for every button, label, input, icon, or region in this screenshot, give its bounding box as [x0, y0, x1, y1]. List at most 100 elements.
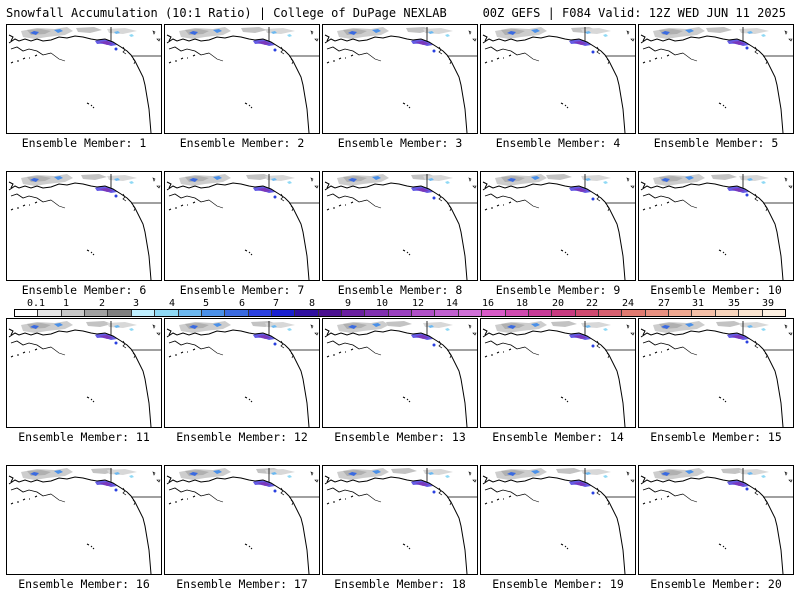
member-caption: Ensemble Member: 20 — [650, 577, 782, 591]
colorbar-cell — [108, 310, 132, 316]
member-map — [638, 318, 794, 428]
colorbar-tick-label: 0.1 — [26, 298, 46, 309]
colorbar-cell — [458, 310, 483, 316]
member-caption: Ensemble Member: 7 — [179, 283, 305, 297]
colorbar-cell — [38, 310, 62, 316]
colorbar-cell — [412, 310, 436, 316]
member-caption: Ensemble Member: 1 — [21, 136, 147, 150]
member-map — [480, 318, 636, 428]
run-valid-time: 00Z GEFS | F084 Valid: 12Z WED JUN 11 20… — [482, 6, 786, 20]
member-caption: Ensemble Member: 3 — [337, 136, 463, 150]
colorbar-cell — [739, 310, 763, 316]
colorbar-cell — [131, 310, 156, 316]
colorbar-tick-label: 4 — [168, 298, 176, 309]
colorbar-tick-label: 14 — [445, 298, 459, 309]
member-caption: Ensemble Member: 16 — [18, 577, 150, 591]
colorbar-tick-label: 1 — [62, 298, 70, 309]
colorbar-cell — [645, 310, 670, 316]
colorbar-tick-label: 2 — [98, 298, 106, 309]
colorbar-cell — [435, 310, 459, 316]
member-caption: Ensemble Member: 6 — [21, 283, 147, 297]
colorbar-cell — [201, 310, 226, 316]
colorbar-cell — [365, 310, 389, 316]
colorbar-tick-label: 3 — [132, 298, 140, 309]
member-caption: Ensemble Member: 18 — [334, 577, 466, 591]
member-map — [322, 318, 478, 428]
member-caption: Ensemble Member: 2 — [179, 136, 305, 150]
colorbar-cell — [178, 310, 202, 316]
colorbar-cell — [575, 310, 599, 316]
colorbar-tick-label: 22 — [585, 298, 599, 309]
colorbar-cell — [342, 310, 366, 316]
member-caption: Ensemble Member: 5 — [653, 136, 779, 150]
colorbar-tick-label: 10 — [375, 298, 389, 309]
member-map — [164, 318, 320, 428]
colorbar-cell — [61, 310, 86, 316]
member-map — [6, 465, 162, 575]
colorbar-cell — [225, 310, 249, 316]
colorbar-cell — [388, 310, 413, 316]
member-map — [6, 24, 162, 134]
colorbar-cell — [552, 310, 576, 316]
colorbar-tick-label: 27 — [657, 298, 671, 309]
member-caption: Ensemble Member: 13 — [334, 430, 466, 444]
colorbar-tick-label: 39 — [761, 298, 775, 309]
member-map — [322, 171, 478, 281]
member-map — [6, 171, 162, 281]
member-map — [480, 465, 636, 575]
colorbar-tick-label: 31 — [691, 298, 705, 309]
member-caption: Ensemble Member: 10 — [650, 283, 782, 297]
member-map — [480, 171, 636, 281]
colorbar-tick-label: 12 — [411, 298, 425, 309]
member-caption: Ensemble Member: 8 — [337, 283, 463, 297]
colorbar: 0.1 1 2 3 4 5 6 7 8 9 10 12 14 16 18 20 22 24 27 31 35 39 — [14, 298, 786, 320]
colorbar-cell — [85, 310, 109, 316]
member-map — [164, 465, 320, 575]
member-caption: Ensemble Member: 15 — [650, 430, 782, 444]
member-caption: Ensemble Member: 17 — [176, 577, 308, 591]
member-map — [164, 171, 320, 281]
product-title: Snowfall Accumulation (10:1 Ratio) | Col… — [6, 6, 447, 20]
member-map — [638, 171, 794, 281]
colorbar-tick-label: 7 — [272, 298, 280, 309]
colorbar-tick-label: 35 — [727, 298, 741, 309]
member-map — [322, 24, 478, 134]
colorbar-cell — [669, 310, 693, 316]
member-caption: Ensemble Member: 4 — [495, 136, 621, 150]
member-map — [480, 24, 636, 134]
colorbar-cell — [505, 310, 529, 316]
colorbar-tick-label: 16 — [481, 298, 495, 309]
member-caption: Ensemble Member: 9 — [495, 283, 621, 297]
member-caption: Ensemble Member: 19 — [492, 577, 624, 591]
member-map — [638, 24, 794, 134]
colorbar-cell — [482, 310, 506, 316]
colorbar-cell — [248, 310, 272, 316]
colorbar-tick-label: 5 — [202, 298, 210, 309]
member-map — [322, 465, 478, 575]
header: Snowfall Accumulation (10:1 Ratio) | Col… — [0, 0, 800, 22]
member-caption: Ensemble Member: 12 — [176, 430, 308, 444]
colorbar-tick-label: 20 — [551, 298, 565, 309]
colorbar-cell — [271, 310, 296, 316]
member-map — [164, 24, 320, 134]
colorbar-tick-label: 8 — [308, 298, 316, 309]
member-map — [638, 465, 794, 575]
colorbar-cell — [155, 310, 179, 316]
colorbar-cell — [295, 310, 319, 316]
colorbar-cell — [15, 310, 39, 316]
member-map — [6, 318, 162, 428]
colorbar-cell — [762, 310, 785, 316]
colorbar-tick-label: 24 — [621, 298, 635, 309]
colorbar-cell — [692, 310, 716, 316]
colorbar-tick-label: 18 — [515, 298, 529, 309]
colorbar-cell — [318, 310, 343, 316]
colorbar-cell — [528, 310, 553, 316]
colorbar-tick-label: 6 — [238, 298, 246, 309]
colorbar-labels: 0.1 1 2 3 4 5 6 7 8 9 10 12 14 16 18 20 22 24 27 31 35 39 — [14, 298, 786, 310]
colorbar-tick-label: 9 — [344, 298, 352, 309]
member-caption: Ensemble Member: 11 — [18, 430, 150, 444]
colorbar-cell — [715, 310, 740, 316]
member-caption: Ensemble Member: 14 — [492, 430, 624, 444]
colorbar-cell — [622, 310, 646, 316]
colorbar-strip — [14, 309, 786, 317]
